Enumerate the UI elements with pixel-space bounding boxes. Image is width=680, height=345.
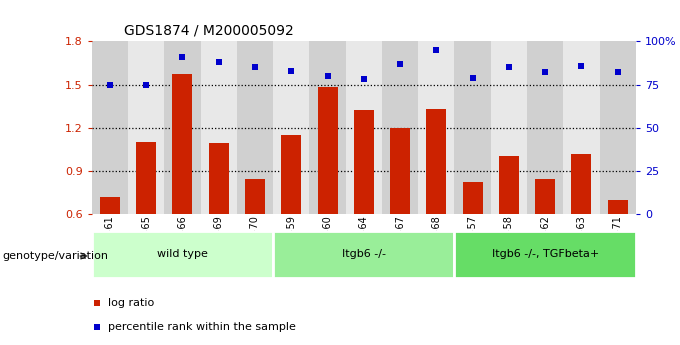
- Bar: [462, 182, 483, 214]
- Bar: [354, 110, 374, 214]
- Bar: [499, 156, 519, 214]
- Point: [576, 63, 587, 68]
- Point: [503, 65, 514, 70]
- Bar: [309, 41, 345, 214]
- Bar: [418, 41, 454, 214]
- Point: [286, 68, 296, 73]
- Text: wild type: wild type: [157, 249, 208, 259]
- Bar: [491, 41, 527, 214]
- Point: [214, 59, 224, 65]
- Text: log ratio: log ratio: [108, 298, 154, 308]
- Bar: [390, 128, 410, 214]
- Bar: [454, 41, 491, 214]
- Bar: [608, 199, 628, 214]
- Point: [358, 77, 369, 82]
- Bar: [92, 231, 273, 278]
- Bar: [92, 41, 128, 214]
- Bar: [273, 41, 309, 214]
- Bar: [273, 231, 454, 278]
- Text: GDS1874 / M200005092: GDS1874 / M200005092: [124, 23, 294, 38]
- Point: [394, 61, 405, 67]
- Bar: [535, 179, 555, 214]
- Point: [177, 54, 188, 60]
- Bar: [282, 135, 301, 214]
- Bar: [165, 41, 201, 214]
- Point: [431, 47, 442, 53]
- Bar: [426, 109, 446, 214]
- Bar: [245, 179, 265, 214]
- Text: genotype/variation: genotype/variation: [2, 251, 108, 261]
- Point: [612, 70, 623, 75]
- Bar: [128, 41, 165, 214]
- Bar: [237, 41, 273, 214]
- Bar: [100, 197, 120, 214]
- Bar: [345, 41, 382, 214]
- Bar: [318, 87, 337, 214]
- Bar: [600, 41, 636, 214]
- Text: Itgb6 -/-, TGFbeta+: Itgb6 -/-, TGFbeta+: [492, 249, 599, 259]
- Bar: [136, 142, 156, 214]
- Bar: [382, 41, 418, 214]
- Point: [250, 65, 260, 70]
- Point: [467, 75, 478, 80]
- Text: Itgb6 -/-: Itgb6 -/-: [342, 249, 386, 259]
- Point: [141, 82, 152, 87]
- Text: percentile rank within the sample: percentile rank within the sample: [108, 323, 296, 333]
- Bar: [563, 41, 600, 214]
- Point: [92, 300, 103, 306]
- Point: [92, 325, 103, 330]
- Bar: [527, 41, 563, 214]
- Bar: [209, 144, 228, 214]
- Point: [540, 70, 551, 75]
- Bar: [454, 231, 636, 278]
- Bar: [201, 41, 237, 214]
- Point: [105, 82, 116, 87]
- Point: [322, 73, 333, 79]
- Bar: [571, 154, 592, 214]
- Bar: [173, 75, 192, 214]
